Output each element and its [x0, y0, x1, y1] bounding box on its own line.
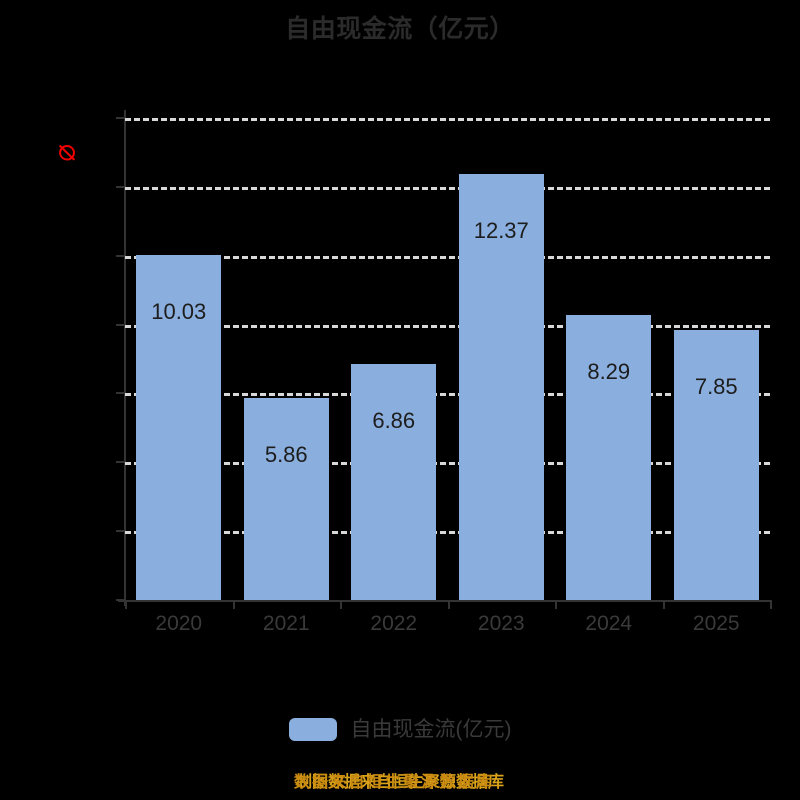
bar-2023[interactable] [458, 174, 544, 600]
gridline [125, 186, 770, 190]
x-tick-label-2020: 2020 [155, 612, 203, 635]
gridline [125, 462, 770, 466]
y-tick-mark [116, 392, 125, 395]
y-axis-line [124, 110, 126, 606]
watermark-logo-icon: ⍉ [59, 139, 75, 167]
legend-label-free-cash-flow: 自由现金流(亿元) [350, 718, 512, 741]
page-title: 自由现金流（亿元） [285, 15, 515, 43]
legend: 自由现金流(亿元) [0, 718, 800, 741]
x-axis-line [118, 600, 772, 602]
gridline [125, 118, 770, 121]
x-tick-label-2024: 2024 [585, 612, 633, 635]
bar-value-label-2024: 8.29 [587, 358, 631, 384]
x-tick-mark [662, 600, 665, 609]
y-tick-mark [116, 599, 125, 601]
x-tick-mark [125, 600, 127, 609]
y-tick-mark [116, 461, 125, 464]
bar-2020[interactable] [136, 254, 222, 600]
x-tick-mark [340, 600, 342, 609]
bar-value-label-2025: 7.85 [694, 373, 738, 399]
x-tick-mark [770, 600, 772, 609]
gridline [125, 255, 770, 259]
legend-swatch-free-cash-flow [288, 718, 337, 741]
y-tick-mark [116, 530, 125, 533]
bar-2024[interactable] [566, 314, 652, 600]
x-tick-mark [447, 600, 450, 609]
footer-source-note: 制图数据来自恒生聚源数据库 数据来自恒生聚源数据库 [0, 772, 800, 798]
bar-value-label-2022: 6.86 [372, 407, 416, 433]
bar-2025[interactable] [673, 329, 759, 600]
x-tick-label-2021: 2021 [262, 612, 310, 635]
x-tick-mark [232, 600, 235, 609]
plot-area [125, 118, 770, 600]
y-tick-mark [116, 323, 125, 326]
bar-value-label-2021: 5.86 [264, 442, 308, 468]
gridline [125, 324, 770, 328]
gridline [125, 393, 770, 397]
bar-value-label-2020: 10.03 [151, 298, 207, 324]
footer-source-text-overlap: 数据来自恒生聚源数据库 [293, 774, 495, 791]
y-tick-mark [116, 117, 125, 119]
bar-2022[interactable] [351, 363, 437, 600]
footer-source-text-primary: 制图数据来自恒生聚源数据库 [295, 774, 504, 791]
x-tick-label-2025: 2025 [692, 612, 740, 635]
gridline [125, 531, 770, 535]
y-tick-mark [116, 254, 125, 257]
y-tick-mark [116, 185, 125, 188]
x-tick-label-2022: 2022 [370, 612, 418, 635]
x-tick-label-2023: 2023 [477, 612, 525, 635]
bar-value-label-2023: 12.37 [473, 218, 529, 244]
x-tick-mark [555, 600, 557, 609]
bar-2021[interactable] [243, 398, 329, 600]
